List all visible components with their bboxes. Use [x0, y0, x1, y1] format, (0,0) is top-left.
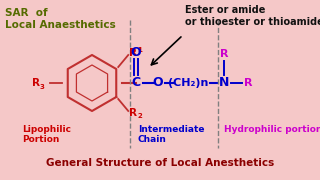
Text: R: R [129, 108, 137, 118]
Text: SAR  of
Local Anaesthetics: SAR of Local Anaesthetics [5, 8, 116, 30]
Text: Ester or amide
or thioester or thioamide: Ester or amide or thioester or thioamide [185, 5, 320, 27]
Text: C: C [132, 76, 140, 89]
Text: 3: 3 [40, 84, 45, 90]
Text: 1: 1 [137, 47, 142, 53]
Text: Hydrophilic portion: Hydrophilic portion [224, 125, 320, 134]
Text: General Structure of Local Anesthetics: General Structure of Local Anesthetics [46, 158, 274, 168]
Text: 2: 2 [137, 113, 142, 119]
Text: O: O [153, 76, 163, 89]
Text: R: R [32, 78, 40, 88]
Text: Intermediate
Chain: Intermediate Chain [138, 125, 204, 144]
Text: N: N [219, 76, 229, 89]
Text: O: O [131, 46, 141, 60]
Text: Lipophilic
Portion: Lipophilic Portion [22, 125, 71, 144]
Text: (CH₂)n: (CH₂)n [168, 78, 208, 88]
Text: R: R [129, 48, 137, 58]
Text: R: R [220, 49, 228, 59]
Text: R: R [244, 78, 252, 88]
